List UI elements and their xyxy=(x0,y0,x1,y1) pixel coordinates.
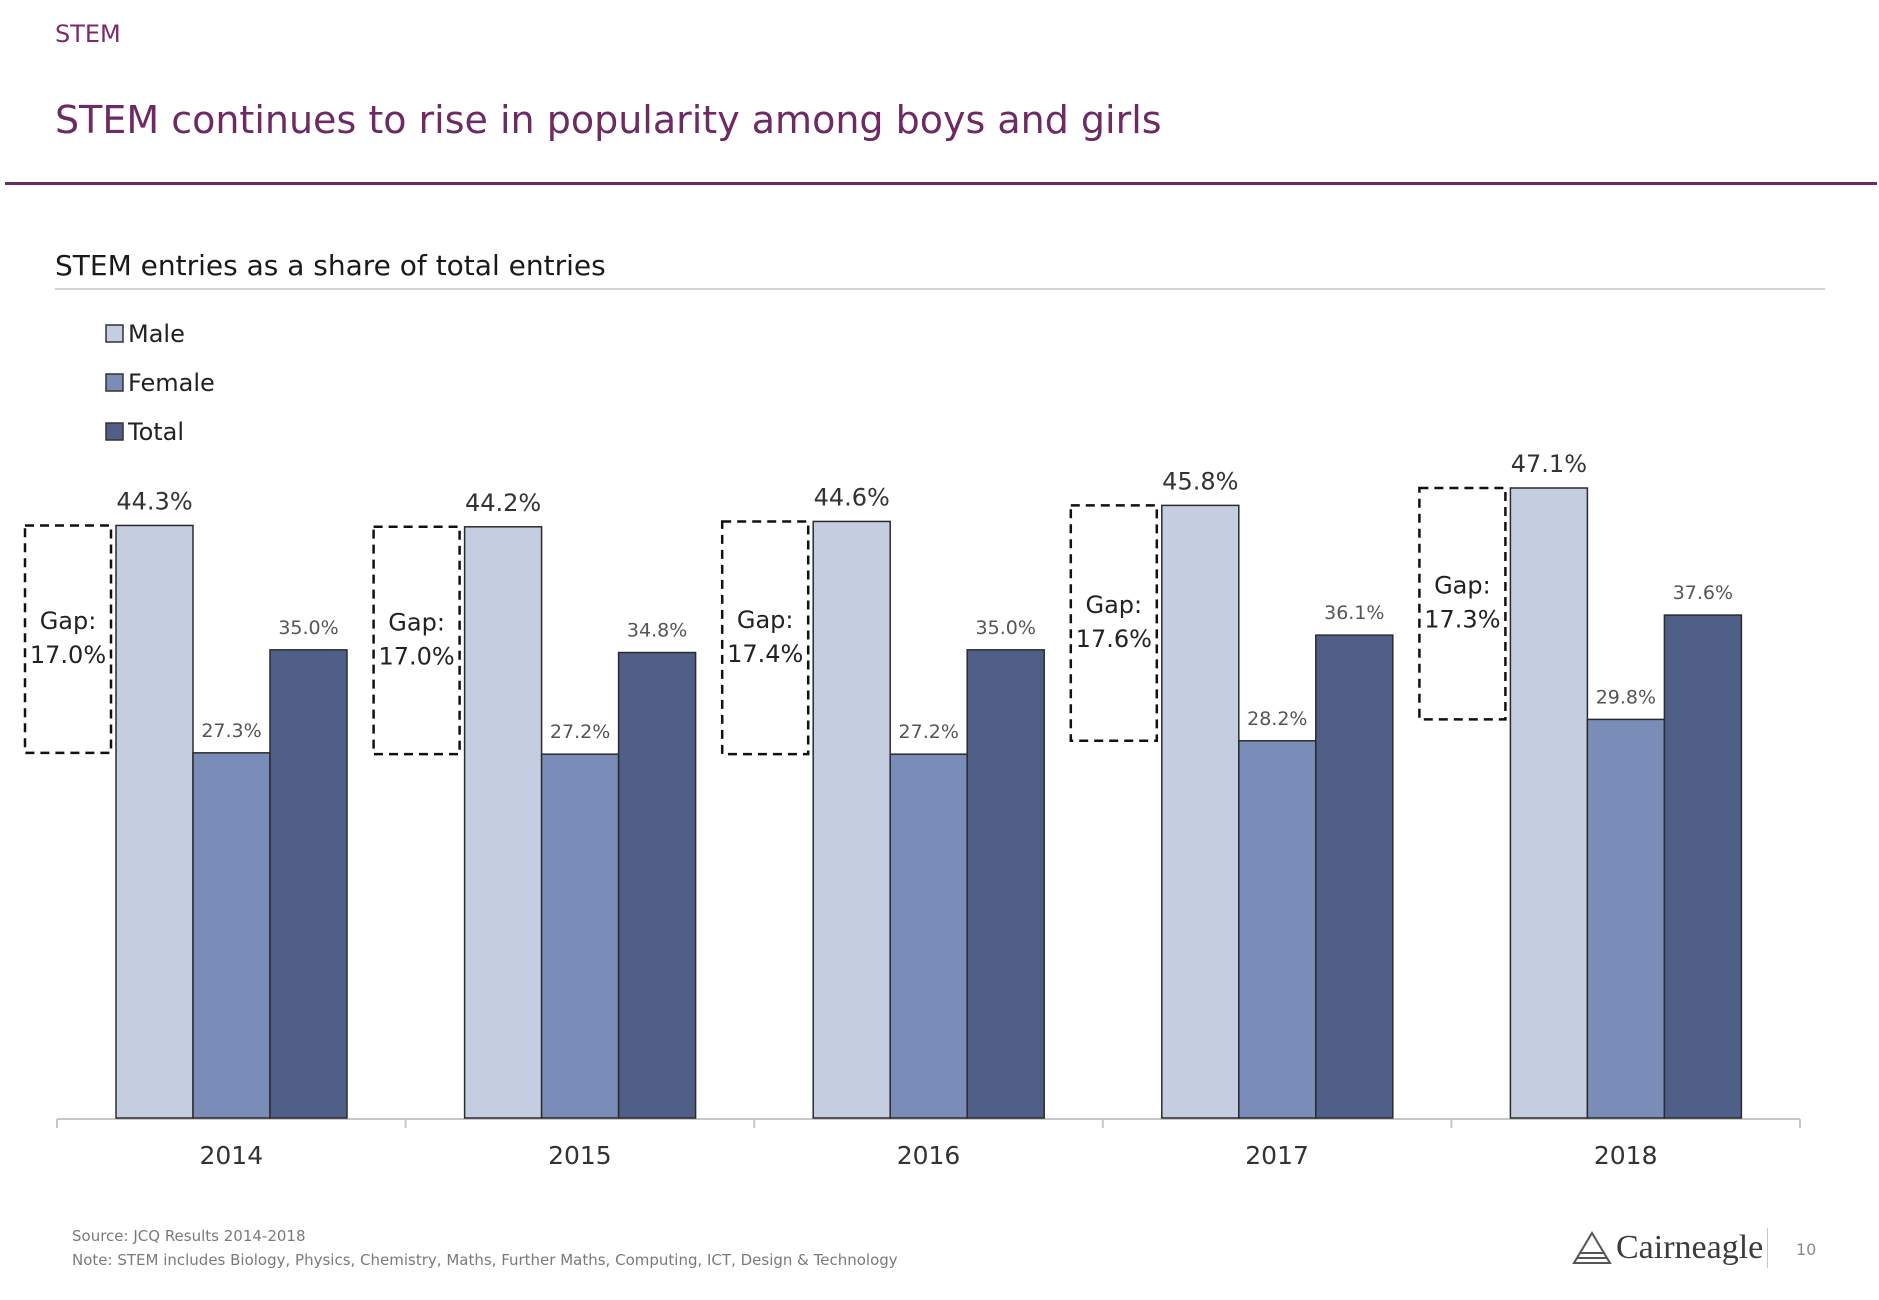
data-label-male-2014: 44.3% xyxy=(116,487,192,515)
gap-box-2015 xyxy=(372,525,461,756)
legend-label-male: Male xyxy=(128,320,185,348)
legend-swatch-male xyxy=(105,324,124,343)
legend-label-total: Total xyxy=(127,418,184,446)
x-tick-label-2016: 2016 xyxy=(897,1141,961,1170)
gap-value-2014: 17.0% xyxy=(30,641,106,669)
data-label-female-2015: 27.2% xyxy=(550,721,610,743)
page-number: 10 xyxy=(1796,1240,1817,1259)
bar-total-2015 xyxy=(617,651,697,1119)
legend-swatch-female xyxy=(105,373,124,392)
logo-divider xyxy=(1767,1228,1768,1268)
data-label-male-2016: 44.6% xyxy=(814,483,890,511)
gap-value-2015: 17.0% xyxy=(378,642,454,670)
bar-total-2016 xyxy=(966,649,1045,1119)
gap-label-2016: Gap: xyxy=(737,606,794,634)
chart-heading: STEM entries as a share of total entries xyxy=(55,249,606,282)
chart-heading-divider xyxy=(55,288,1825,290)
source-text: Source: JCQ Results 2014-2018 xyxy=(72,1227,306,1245)
gap-label-2017: Gap: xyxy=(1085,591,1142,619)
gap-label-2018: Gap: xyxy=(1434,572,1491,600)
data-label-total-2015: 34.8% xyxy=(627,620,687,642)
logo-mountain-icon xyxy=(1572,1231,1612,1264)
bar-male-2018 xyxy=(1509,487,1589,1119)
data-label-male-2018: 47.1% xyxy=(1511,450,1587,478)
data-label-female-2017: 28.2% xyxy=(1247,708,1307,730)
legend-label-female: Female xyxy=(128,369,215,397)
x-tick-label-2017: 2017 xyxy=(1245,1141,1309,1170)
logo-text: Cairneagle xyxy=(1616,1229,1764,1266)
bar-male-2015 xyxy=(463,526,543,1119)
bar-total-2018 xyxy=(1663,614,1743,1119)
bar-female-2015 xyxy=(540,753,620,1119)
section-label: STEM xyxy=(55,20,121,48)
gap-box-2014 xyxy=(23,524,113,755)
bar-male-2017 xyxy=(1161,504,1240,1119)
data-label-female-2018: 29.8% xyxy=(1596,686,1656,708)
gap-box-2017 xyxy=(1069,504,1159,743)
data-label-female-2016: 27.2% xyxy=(899,721,959,743)
bar-female-2016 xyxy=(889,753,968,1119)
data-label-male-2015: 44.2% xyxy=(465,489,541,517)
note-text: Note: STEM includes Biology, Physics, Ch… xyxy=(72,1251,898,1269)
company-logo: Cairneagle xyxy=(1572,1228,1763,1268)
data-label-female-2014: 27.3% xyxy=(201,720,261,742)
gap-label-2015: Gap: xyxy=(388,608,445,636)
bar-male-2016 xyxy=(812,520,891,1119)
bar-total-2017 xyxy=(1315,634,1394,1119)
bar-chart: Male Female Total 44.3% 27.3% 35.0% 2014 Gap: 17… xyxy=(23,320,1801,1170)
source-notes: Source: JCQ Results 2014-2018 Note: STEM… xyxy=(72,1224,898,1272)
gap-label-2014: Gap: xyxy=(40,607,97,635)
gap-box-2018 xyxy=(1418,486,1507,721)
slide-title: STEM continues to rise in popularity amo… xyxy=(55,98,1162,142)
bar-female-2017 xyxy=(1238,740,1317,1119)
bar-total-2014 xyxy=(269,649,348,1119)
data-label-total-2018: 37.6% xyxy=(1673,582,1733,604)
x-tick-label-2014: 2014 xyxy=(199,1141,263,1170)
bar-female-2014 xyxy=(192,752,271,1119)
data-label-total-2016: 35.0% xyxy=(976,617,1036,639)
title-divider xyxy=(5,182,1877,185)
legend-swatch-total xyxy=(105,422,124,441)
gap-value-2018: 17.3% xyxy=(1424,606,1500,634)
x-tick-label-2015: 2015 xyxy=(548,1141,612,1170)
data-label-total-2017: 36.1% xyxy=(1324,602,1384,624)
data-label-total-2014: 35.0% xyxy=(278,617,338,639)
bar-male-2014 xyxy=(115,524,194,1119)
bar-female-2018 xyxy=(1586,718,1666,1119)
gap-value-2017: 17.6% xyxy=(1076,625,1152,653)
gap-box-2016 xyxy=(720,520,810,756)
gap-value-2016: 17.4% xyxy=(727,640,803,668)
x-tick-label-2018: 2018 xyxy=(1594,1141,1658,1170)
data-label-male-2017: 45.8% xyxy=(1162,467,1238,495)
